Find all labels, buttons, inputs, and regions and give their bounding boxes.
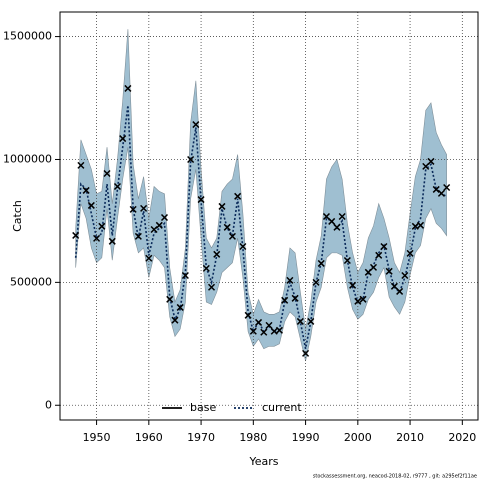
observed-marker xyxy=(87,201,95,209)
observed-marker xyxy=(108,237,116,245)
observed-marker xyxy=(302,349,310,357)
observed-marker xyxy=(270,327,278,335)
observed-marker xyxy=(98,222,106,230)
x-tick-label: 1980 xyxy=(239,431,267,444)
x-tick-label: 2010 xyxy=(396,431,424,444)
observed-marker xyxy=(380,242,388,251)
line xyxy=(74,105,447,349)
observed-marker xyxy=(443,183,451,192)
x-tick-label: 1970 xyxy=(187,431,215,444)
observed-marker xyxy=(416,221,425,229)
observed-marker xyxy=(333,223,341,231)
observed-marker xyxy=(145,254,153,262)
observed-marker xyxy=(390,282,398,290)
confidence-band xyxy=(75,29,447,362)
observed-marker xyxy=(265,321,273,329)
observed-marker xyxy=(213,250,221,258)
observed-marker xyxy=(228,232,236,240)
observed-marker xyxy=(396,287,404,295)
observed-marker xyxy=(328,217,336,225)
observed-marker xyxy=(103,169,111,178)
observed-marker xyxy=(129,205,137,213)
y-tick-label: 500000 xyxy=(10,275,52,288)
plot-frame xyxy=(59,11,479,421)
x-axis-label: Years xyxy=(248,455,278,468)
x-tick-label: 1960 xyxy=(135,431,163,444)
x-tick-label: 1990 xyxy=(292,431,320,444)
observed-marker xyxy=(401,271,409,280)
observed-marker xyxy=(359,295,367,303)
y-tick-label: 1000000 xyxy=(3,152,52,165)
observed-marker xyxy=(260,328,268,336)
observed-marker xyxy=(134,232,142,240)
observed-marker xyxy=(77,161,85,169)
observed-marker xyxy=(322,212,331,221)
observed-marker xyxy=(312,278,320,286)
observed-marker xyxy=(181,271,189,280)
observed-marker xyxy=(160,213,169,222)
observed-marker xyxy=(171,316,179,324)
observed-marker xyxy=(437,189,445,197)
observed-marker xyxy=(72,231,80,239)
y-tick-label: 0 xyxy=(45,398,52,411)
observed-marker xyxy=(202,264,210,272)
observed-marker xyxy=(223,223,231,231)
observed-marker xyxy=(234,192,242,200)
observed-marker xyxy=(296,317,304,325)
legend-label: base xyxy=(190,401,216,414)
observed-marker xyxy=(349,281,357,289)
observed-marker xyxy=(406,249,414,257)
observed-marker xyxy=(307,317,315,325)
observed-marker xyxy=(244,311,252,319)
observed-marker xyxy=(281,296,289,304)
observed-marker xyxy=(249,327,257,335)
observed-marker xyxy=(140,204,148,212)
observed-marker xyxy=(427,157,435,165)
observed-marker xyxy=(338,212,346,221)
x-tick-label: 2000 xyxy=(344,431,372,444)
observed-marker xyxy=(124,84,132,92)
observed-marker xyxy=(317,259,325,267)
observed-marker xyxy=(432,185,440,193)
observed-marker xyxy=(364,268,372,276)
observed-marker xyxy=(275,326,283,334)
observed-marker xyxy=(155,221,163,229)
observed-marker xyxy=(176,303,184,311)
observed-marker xyxy=(354,297,362,305)
observed-marker xyxy=(119,135,127,143)
observed-marker xyxy=(255,318,263,326)
footer: stockassessment.org, neacod-2018-02, r97… xyxy=(313,474,477,480)
x-tick-label: 1950 xyxy=(83,431,111,444)
y-axis-label: Catch xyxy=(11,200,24,232)
observed-marker xyxy=(197,196,205,204)
y-tick-label: 1500000 xyxy=(3,30,52,43)
observed-marker xyxy=(218,202,226,210)
observed-marker xyxy=(411,222,419,230)
x-tick-label: 2020 xyxy=(448,431,476,444)
observed-marker xyxy=(166,295,174,303)
observed-marker xyxy=(192,121,200,129)
observed-marker xyxy=(207,283,216,291)
observed-marker xyxy=(187,155,195,164)
observed-marker xyxy=(343,256,351,265)
observed-marker xyxy=(385,267,393,275)
legend-label: current xyxy=(262,401,302,414)
observed-marker xyxy=(113,182,122,191)
observed-marker xyxy=(93,234,101,242)
observed-marker xyxy=(82,186,90,194)
observed-marker xyxy=(422,162,430,170)
observed-marker xyxy=(291,294,299,302)
observed-marker xyxy=(239,242,247,251)
observed-marker xyxy=(369,263,378,271)
observed-marker xyxy=(375,251,383,259)
observed-marker xyxy=(286,276,294,284)
